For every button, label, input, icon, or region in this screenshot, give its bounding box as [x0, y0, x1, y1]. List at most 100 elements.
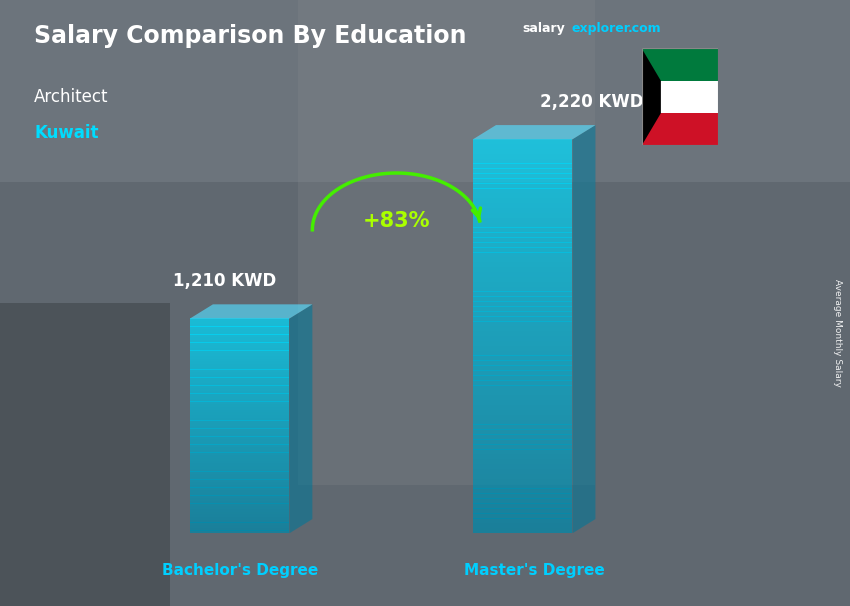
Bar: [473, 508, 573, 513]
Bar: [473, 464, 573, 469]
Bar: [190, 514, 289, 517]
Text: +83%: +83%: [363, 211, 430, 231]
Bar: [190, 402, 289, 404]
Bar: [473, 144, 573, 149]
Bar: [190, 423, 289, 426]
Bar: [473, 454, 573, 459]
Text: salary: salary: [523, 22, 565, 35]
Bar: [473, 361, 573, 366]
Bar: [473, 291, 573, 297]
Bar: [473, 326, 573, 331]
Bar: [473, 198, 573, 204]
Bar: [190, 444, 289, 447]
Bar: [190, 498, 289, 501]
Bar: [190, 525, 289, 528]
Bar: [190, 385, 289, 388]
Bar: [190, 442, 289, 445]
Bar: [473, 488, 573, 494]
Text: .com: .com: [627, 22, 661, 35]
Bar: [473, 356, 573, 361]
Bar: [190, 321, 289, 324]
Bar: [190, 337, 289, 340]
Bar: [190, 466, 289, 469]
Bar: [190, 331, 289, 335]
Text: 2,220 KWD: 2,220 KWD: [540, 93, 643, 111]
Bar: [473, 449, 573, 454]
Text: 1,210 KWD: 1,210 KWD: [173, 272, 276, 290]
Bar: [473, 247, 573, 253]
Bar: [473, 282, 573, 287]
Bar: [190, 461, 289, 464]
Bar: [473, 331, 573, 336]
Bar: [473, 405, 573, 410]
Bar: [190, 425, 289, 428]
Bar: [473, 474, 573, 479]
Bar: [473, 164, 573, 169]
Bar: [190, 391, 289, 394]
Bar: [190, 511, 289, 514]
Bar: [190, 501, 289, 504]
Bar: [473, 222, 573, 228]
Polygon shape: [642, 48, 661, 145]
Bar: [190, 474, 289, 477]
Bar: [473, 183, 573, 188]
Bar: [473, 267, 573, 272]
Bar: [473, 159, 573, 164]
Polygon shape: [289, 304, 313, 533]
Bar: [190, 528, 289, 531]
Bar: [190, 326, 289, 329]
Bar: [190, 361, 289, 364]
Bar: [190, 519, 289, 522]
Bar: [190, 496, 289, 498]
Bar: [190, 468, 289, 471]
Bar: [473, 277, 573, 282]
Bar: [190, 493, 289, 496]
Text: Salary Comparison By Education: Salary Comparison By Education: [34, 24, 467, 48]
Bar: [473, 341, 573, 346]
Bar: [473, 493, 573, 499]
Bar: [190, 348, 289, 351]
Bar: [473, 444, 573, 450]
Bar: [473, 350, 573, 356]
Bar: [190, 479, 289, 482]
Bar: [473, 311, 573, 316]
Bar: [473, 375, 573, 381]
Bar: [473, 419, 573, 425]
Bar: [190, 487, 289, 490]
Bar: [473, 213, 573, 218]
Bar: [190, 396, 289, 399]
Bar: [473, 316, 573, 322]
Bar: [190, 378, 289, 381]
Bar: [190, 439, 289, 442]
Bar: [473, 306, 573, 311]
Bar: [190, 350, 289, 353]
Bar: [190, 436, 289, 439]
Bar: [473, 232, 573, 238]
Bar: [473, 188, 573, 193]
Bar: [473, 400, 573, 405]
Bar: [473, 153, 573, 159]
Bar: [473, 380, 573, 385]
Bar: [190, 388, 289, 391]
Bar: [190, 450, 289, 453]
Bar: [473, 395, 573, 401]
Bar: [190, 447, 289, 450]
Bar: [190, 431, 289, 434]
Bar: [190, 383, 289, 385]
Bar: [190, 506, 289, 509]
Bar: [473, 435, 573, 440]
Polygon shape: [190, 304, 313, 319]
Bar: [298, 0, 595, 485]
Bar: [473, 370, 573, 376]
Bar: [190, 477, 289, 479]
Bar: [190, 407, 289, 410]
Bar: [190, 485, 289, 488]
Bar: [190, 453, 289, 456]
Bar: [190, 412, 289, 415]
Bar: [642, 81, 718, 113]
Bar: [190, 404, 289, 407]
Bar: [473, 193, 573, 198]
Bar: [473, 178, 573, 184]
Bar: [190, 324, 289, 327]
Bar: [190, 335, 289, 338]
